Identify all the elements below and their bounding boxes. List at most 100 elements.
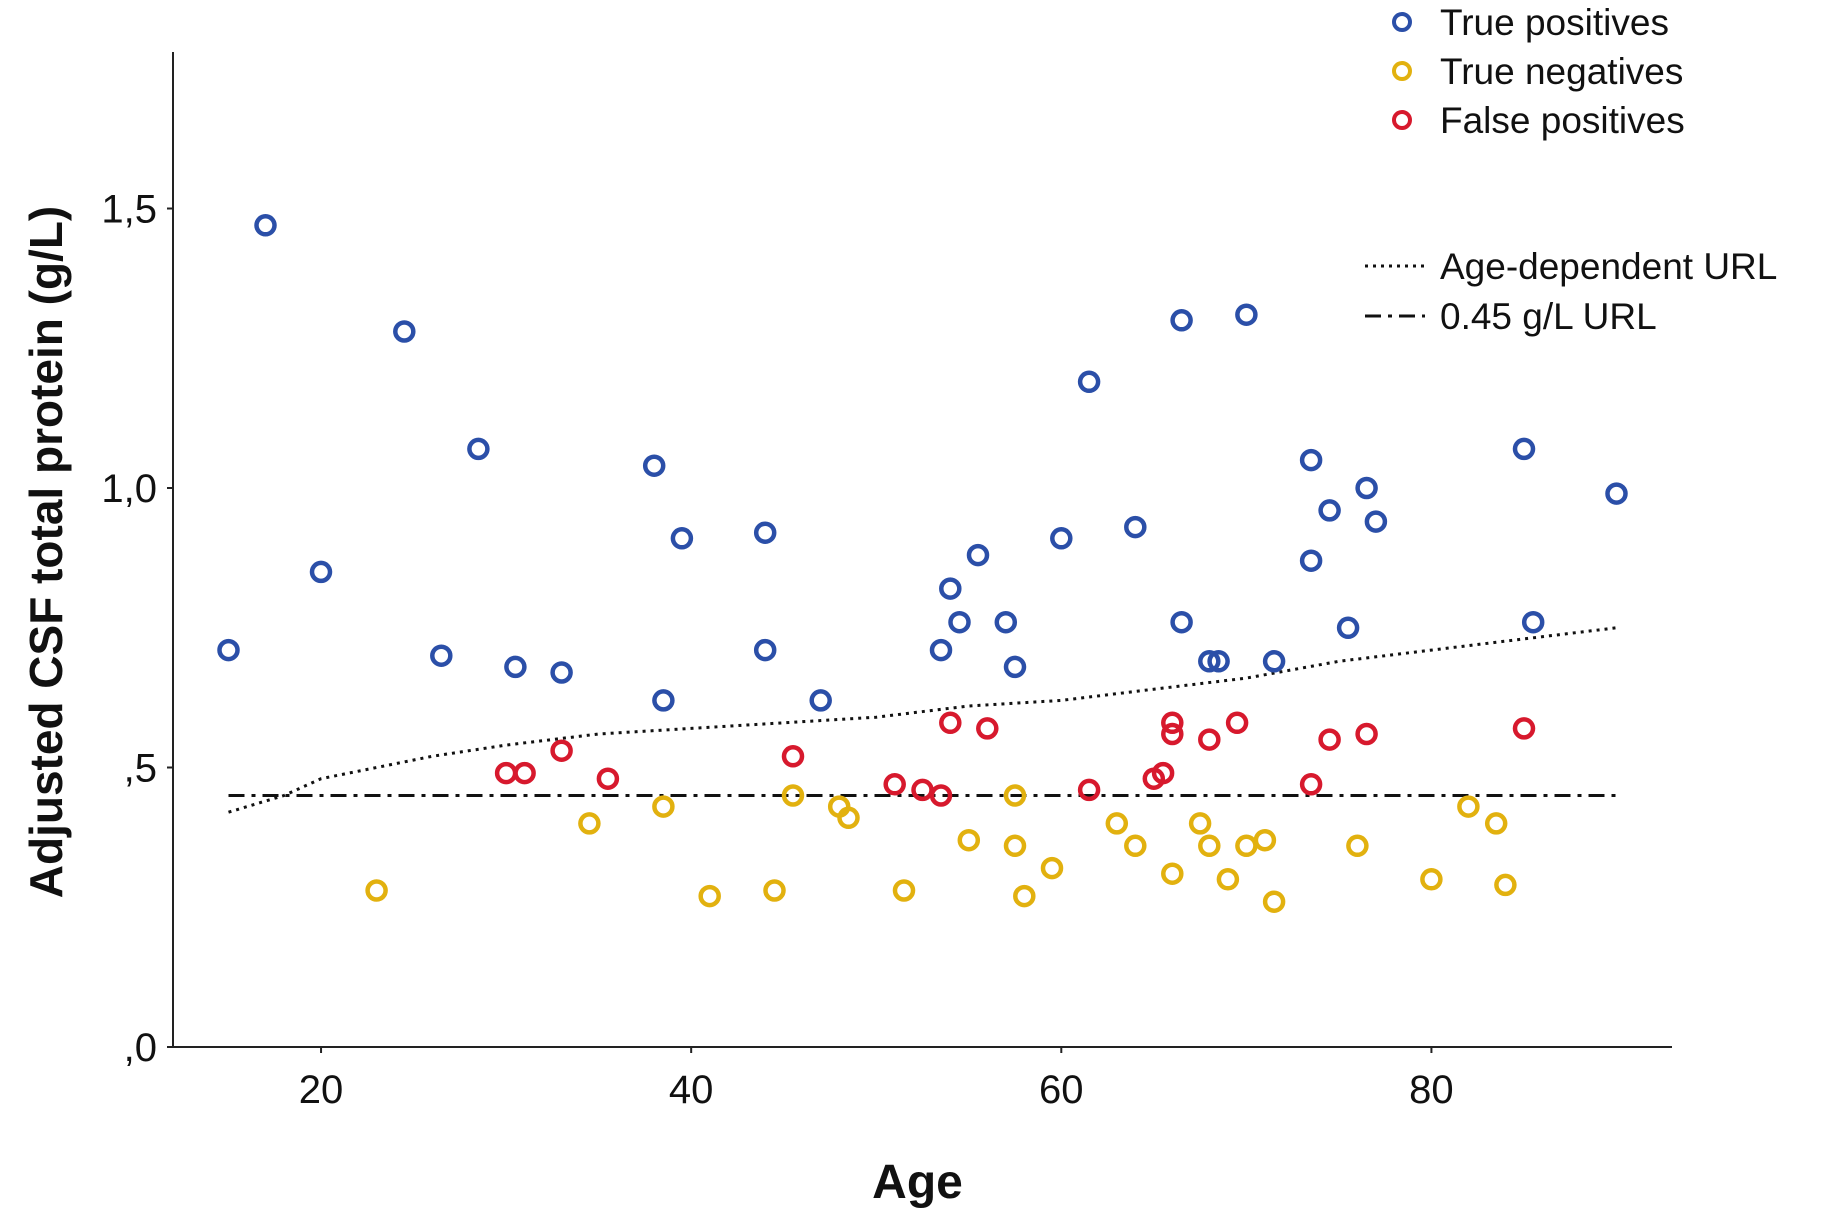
data-point-false-positives bbox=[1161, 711, 1184, 735]
data-point-true-positives bbox=[670, 527, 694, 550]
data-point-true-negatives bbox=[1040, 856, 1064, 880]
data-point-true-positives bbox=[467, 437, 490, 461]
data-point-true-positives bbox=[929, 638, 953, 662]
data-point-true-positives bbox=[966, 543, 990, 567]
data-point-true-positives bbox=[217, 638, 240, 662]
data-point-true-negatives bbox=[1457, 795, 1480, 818]
data-point-true-positives bbox=[1170, 610, 1193, 634]
data-point-true-positives bbox=[652, 689, 675, 712]
legend-marker bbox=[1392, 61, 1412, 81]
data-point-false-positives bbox=[1198, 728, 1221, 751]
data-point-true-positives bbox=[309, 560, 333, 584]
data-point-false-positives bbox=[1318, 728, 1341, 751]
data-point-false-positives bbox=[1355, 722, 1378, 746]
x-axis-title: Age bbox=[872, 1156, 963, 1209]
data-point-true-positives bbox=[1198, 650, 1221, 673]
data-point-true-positives bbox=[809, 689, 832, 712]
data-point-true-positives bbox=[1355, 476, 1378, 500]
y-tick-label: 1,0 bbox=[101, 467, 157, 511]
data-point-true-negatives bbox=[781, 784, 805, 807]
data-point-true-negatives bbox=[1216, 868, 1240, 891]
data-point-true-negatives bbox=[1494, 873, 1517, 897]
data-point-true-negatives bbox=[578, 812, 601, 835]
data-point-true-positives bbox=[1124, 515, 1147, 539]
data-point-false-positives bbox=[596, 767, 620, 790]
y-axis-title: Adjusted CSF total protein (g/L) bbox=[20, 206, 72, 899]
reference-lines bbox=[228, 626, 1617, 814]
y-tick-label: ,5 bbox=[124, 747, 157, 791]
x-tick-label: 80 bbox=[1409, 1068, 1454, 1112]
data-point-true-negatives bbox=[957, 828, 981, 852]
data-point-true-positives bbox=[1207, 650, 1230, 673]
data-point-true-positives bbox=[430, 644, 453, 667]
data-point-true-negatives bbox=[1105, 812, 1129, 835]
data-point-false-positives bbox=[1077, 778, 1101, 802]
data-point-true-negatives bbox=[1420, 868, 1443, 891]
data-point-true-positives bbox=[393, 320, 416, 343]
plot-axes bbox=[172, 52, 1672, 1048]
data-point-true-negatives bbox=[837, 806, 860, 830]
axis-ticks: 20 40 60 80 ,0 ,5 1,0 1,5 bbox=[101, 188, 1453, 1112]
data-point-true-negatives bbox=[1188, 812, 1212, 835]
data-point-true-positives bbox=[1512, 437, 1536, 461]
x-tick-label: 40 bbox=[669, 1068, 714, 1112]
data-point-false-positives bbox=[1161, 722, 1184, 746]
data-point-true-positives bbox=[1318, 499, 1341, 522]
data-point-true-negatives bbox=[1235, 834, 1258, 858]
data-point-true-positives bbox=[254, 214, 277, 237]
data-point-true-negatives bbox=[1262, 890, 1286, 913]
data-point-true-negatives bbox=[1003, 784, 1027, 807]
data-point-true-positives bbox=[1235, 303, 1258, 326]
data-point-false-positives bbox=[1151, 761, 1175, 785]
data-point-false-positives bbox=[929, 784, 953, 807]
data-point-true-positives bbox=[1605, 482, 1628, 505]
x-tick-label: 60 bbox=[1039, 1068, 1084, 1112]
legend-lines: Age-dependent URL 0.45 g/L URL bbox=[1365, 246, 1777, 337]
data-point-true-negatives bbox=[1346, 834, 1369, 858]
data-point-true-negatives bbox=[892, 879, 916, 902]
data-points bbox=[217, 214, 1628, 913]
data-point-false-positives bbox=[494, 761, 518, 785]
legend-marker bbox=[1392, 110, 1412, 130]
data-point-true-positives bbox=[1077, 370, 1101, 394]
data-point-true-positives bbox=[1299, 549, 1323, 572]
data-point-true-positives bbox=[1364, 510, 1388, 533]
legend-label: False positives bbox=[1440, 100, 1685, 141]
data-point-true-negatives bbox=[1013, 884, 1036, 908]
data-point-false-positives bbox=[513, 761, 536, 785]
legend-label: True negatives bbox=[1440, 51, 1683, 92]
data-point-true-positives bbox=[948, 610, 971, 634]
legend-marker bbox=[1392, 12, 1412, 32]
y-tick-label: 1,5 bbox=[101, 188, 157, 232]
data-point-true-positives bbox=[939, 577, 962, 600]
data-point-true-negatives bbox=[1161, 862, 1184, 885]
legend-line-label: 0.45 g/L URL bbox=[1440, 296, 1657, 337]
data-point-false-positives bbox=[976, 717, 999, 740]
data-point-true-negatives bbox=[1484, 812, 1508, 835]
data-point-false-positives bbox=[781, 745, 805, 768]
data-point-false-positives bbox=[1225, 711, 1249, 735]
data-point-true-negatives bbox=[698, 884, 721, 908]
data-point-true-positives bbox=[550, 661, 573, 684]
data-point-true-positives bbox=[1050, 527, 1073, 550]
data-point-false-positives bbox=[883, 773, 906, 796]
data-point-true-positives bbox=[753, 638, 777, 662]
data-point-true-negatives bbox=[652, 795, 675, 818]
data-point-true-positives bbox=[753, 521, 777, 544]
data-point-true-positives bbox=[642, 454, 666, 477]
data-point-true-positives bbox=[1262, 650, 1286, 673]
data-point-true-negatives bbox=[1124, 834, 1147, 858]
legend-series: True positives True negatives False positi… bbox=[1392, 2, 1685, 141]
data-point-true-positives bbox=[994, 610, 1018, 634]
data-point-false-positives bbox=[1512, 717, 1536, 740]
legend-line-label: Age-dependent URL bbox=[1440, 246, 1777, 287]
x-tick-label: 20 bbox=[299, 1068, 344, 1112]
data-point-true-positives bbox=[1170, 309, 1193, 332]
data-point-false-positives bbox=[939, 711, 962, 735]
data-point-false-positives bbox=[1299, 773, 1323, 796]
data-point-true-positives bbox=[1336, 616, 1360, 640]
data-point-true-positives bbox=[504, 655, 527, 679]
data-point-true-positives bbox=[1299, 448, 1323, 472]
data-point-true-positives bbox=[1003, 655, 1027, 679]
